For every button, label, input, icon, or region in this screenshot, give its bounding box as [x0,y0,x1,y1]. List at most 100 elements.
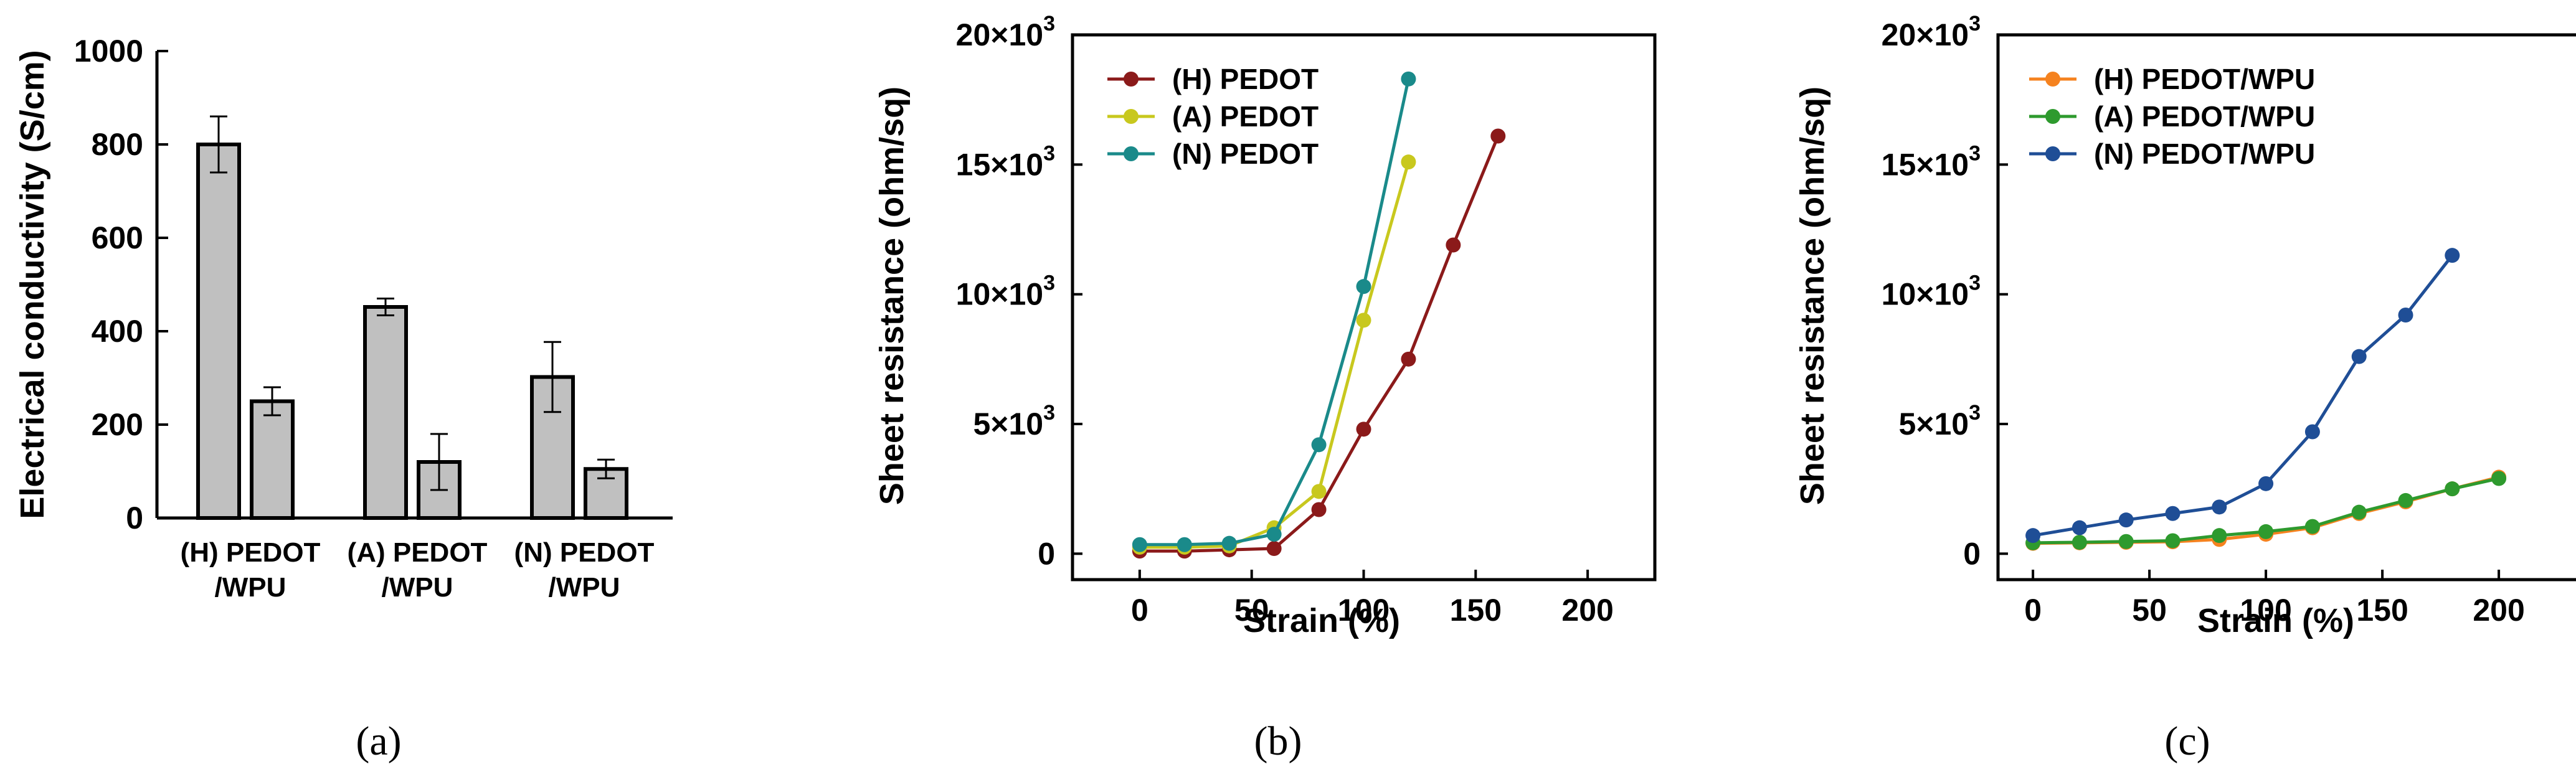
panel-b-series-point [1446,237,1461,253]
panel-b-series-point [1311,484,1327,499]
panel-b-legend-label: (N) PEDOT [1172,138,1319,170]
panel-b-series-point [1356,421,1371,437]
panel-c-y-tick-mantissa: 0 [1963,536,1981,571]
panel-b-legend: (H) PEDOT (A) PEDOT (N) PEDOT [1107,63,1319,170]
panel-b-y-tick-mantissa: 5×10 [973,407,1043,441]
panel-c-series-point [2304,424,2320,440]
panel-b-series-point [1177,537,1192,552]
panel-c-series-point [2072,535,2087,550]
panel-b-y-tick-mantissa: 0 [1038,536,1055,571]
panel-b-series-point [1132,537,1147,552]
panel-a-category-2-line2: /WPU [382,572,453,603]
panel-b-series [1132,71,1506,559]
panel-c-y-axis-title: Sheet resistance (ohm/sq) [1794,87,1831,505]
panel-b-label: (b) [1254,718,1302,764]
panel-c-series-point [2212,499,2227,515]
panel-c-y-tick-label: 10×103 [1882,271,1981,312]
panel-a-category-1-line1: (H) PEDOT [181,537,321,568]
panel-c-series-line [2032,254,2454,537]
panel-c-y-tick-label: 5×103 [1898,401,1981,441]
panel-b-series-point [1401,71,1416,87]
panel-a-y-tick-label: 800 [92,127,143,162]
panel-c-series-point [2491,471,2507,486]
panel-b-x-tick-label: 150 [1450,593,1502,628]
panel-b-y-tick-mantissa: 15×10 [956,147,1043,182]
panel-c-series-point [2165,506,2181,521]
panel-c-legend-label: (A) PEDOT/WPU [2094,100,2315,133]
panel-a-label: (a) [356,718,401,764]
panel-c-series-point [2445,481,2460,497]
panel-c-series-point [2351,349,2367,364]
panel-c-series-point [2165,533,2181,549]
panel-c-plot-frame [1996,33,2576,582]
panel-c-x-axis-title: Strain (%) [2197,602,2354,639]
panel-c-y-tick-label: 0 [1963,536,1981,571]
panel-c-x-tick-label: 50 [2132,593,2167,628]
panel-c-series-point [2398,492,2413,508]
panel-c-x-tick-label: 150 [2356,593,2408,628]
panel-c-label: (c) [2164,718,2210,764]
panel-a-bar [250,399,295,520]
panel-b-series-point [1311,437,1327,453]
panel-a-y-tick-label: 0 [126,501,143,535]
panel-b-y-tick-label: 0 [1038,536,1055,571]
panel-b-series-point [1266,541,1282,556]
panel-a-y-ticks: 0 200 400 600 800 1000 [74,34,168,535]
panel-c-series-point [2258,476,2274,491]
panel-b-legend-marker [1124,109,1139,124]
panel-c-y-tick-mantissa: 20×10 [1882,17,1969,52]
panel-c-legend-marker [2045,109,2060,124]
panel-c-y-tick-label: 20×103 [1882,12,1981,52]
panel-c-y-tick-mantissa: 15×10 [1882,147,1969,182]
panel-a-y-tick-label: 400 [92,314,143,349]
panel-c-y-tick-mantissa: 10×10 [1882,277,1969,312]
panel-c-series [2025,248,2507,551]
panel-c-series-point [2118,534,2134,549]
panel-b-series-point [1490,128,1506,144]
panel-b-y-tick-exponent: 3 [1043,12,1055,35]
panel-a-category-3-line1: (N) PEDOT [514,537,655,568]
panel-c-legend-label: (N) PEDOT/WPU [2094,138,2315,170]
panel-a-category-2-line1: (A) PEDOT [348,537,488,568]
panel-b-series-point [1356,313,1371,328]
panel-c-y-tick-exponent: 3 [1969,141,1981,165]
panel-a-bar [196,143,241,520]
panel-c-series-point [2445,248,2460,263]
panel-c-series-point [2398,308,2413,323]
panel-b-series-point [1401,351,1416,367]
panel-a-category-1-line2: /WPU [215,572,286,603]
panel-c-series-point [2351,504,2367,520]
panel-b-series-point [1311,502,1327,517]
panel-b-plot-frame [1071,33,1657,582]
panel-a-bars [196,115,628,520]
panel-c-y-tick-exponent: 3 [1969,12,1981,35]
panel-c-series-point [2025,528,2041,544]
panel-b-y-tick-exponent: 3 [1043,401,1055,425]
panel-b-legend-label: (H) PEDOT [1172,63,1319,95]
panel-b-y-tick-label: 10×103 [956,271,1055,312]
panel-c-x-tick-label: 0 [2024,593,2042,628]
panel-b-y-tick-label: 15×103 [956,141,1055,182]
panel-b-x-tick-label: 100 [1338,593,1390,628]
panel-b-series-point [1221,535,1237,551]
panel-c-x-tick-label: 200 [2473,593,2524,628]
panel-b-legend-marker [1124,146,1139,161]
panel-a-bar [363,305,408,520]
panel-b-y-tick-mantissa: 20×10 [956,17,1043,52]
panel-b-x-axis-title: Strain (%) [1243,602,1400,639]
panel-c-series-point [2072,520,2087,535]
panel-c-x-tick-label: 100 [2240,593,2291,628]
panel-c-legend: (H) PEDOT/WPU (A) PEDOT/WPU (N) PEDOT/WPU [2029,63,2315,170]
panel-b-y-tick-exponent: 3 [1043,141,1055,165]
panel-a-y-tick-label: 600 [92,220,143,255]
panel-b-y-tick-label: 20×103 [956,12,1055,52]
panel-c-series-point [2304,519,2320,534]
panel-b-series-point [1356,279,1371,294]
panel-b-x-tick-label: 0 [1131,593,1148,628]
panel-a-y-axis-title: Electrical conductivity (S/cm) [14,50,51,519]
